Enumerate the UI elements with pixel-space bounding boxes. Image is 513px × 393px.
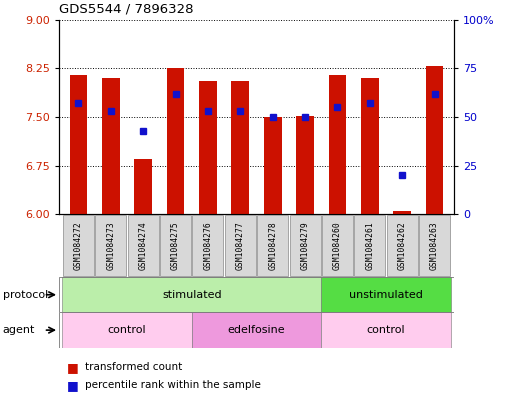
Bar — [128, 215, 159, 276]
Bar — [321, 312, 451, 348]
Text: GSM1084276: GSM1084276 — [204, 221, 212, 270]
Bar — [167, 68, 185, 214]
Bar — [102, 78, 120, 214]
Text: stimulated: stimulated — [162, 290, 222, 300]
Bar — [328, 75, 346, 214]
Text: transformed count: transformed count — [85, 362, 182, 373]
Text: GDS5544 / 7896328: GDS5544 / 7896328 — [59, 3, 193, 16]
Text: GSM1084279: GSM1084279 — [301, 221, 309, 270]
Text: unstimulated: unstimulated — [349, 290, 423, 300]
Bar — [62, 277, 321, 312]
Text: control: control — [367, 325, 405, 335]
Bar — [192, 215, 224, 276]
Text: GSM1084274: GSM1084274 — [139, 221, 148, 270]
Text: GSM1084275: GSM1084275 — [171, 221, 180, 270]
Text: GSM1084263: GSM1084263 — [430, 221, 439, 270]
Bar — [393, 211, 411, 214]
Bar — [321, 277, 451, 312]
Text: protocol: protocol — [3, 290, 48, 300]
Text: ■: ■ — [67, 378, 78, 392]
Text: GSM1084260: GSM1084260 — [333, 221, 342, 270]
Bar — [426, 66, 443, 214]
Text: agent: agent — [3, 325, 35, 335]
Bar — [264, 117, 282, 214]
Bar — [257, 215, 288, 276]
Text: GSM1084272: GSM1084272 — [74, 221, 83, 270]
Bar — [63, 215, 94, 276]
Bar — [322, 215, 353, 276]
Bar — [199, 81, 217, 214]
Text: GSM1084278: GSM1084278 — [268, 221, 277, 270]
Bar — [289, 215, 321, 276]
Text: GSM1084277: GSM1084277 — [236, 221, 245, 270]
Bar — [134, 159, 152, 214]
Bar — [95, 215, 126, 276]
Text: GSM1084261: GSM1084261 — [365, 221, 374, 270]
Text: control: control — [108, 325, 146, 335]
Text: percentile rank within the sample: percentile rank within the sample — [85, 380, 261, 390]
Bar — [225, 215, 256, 276]
Text: edelfosine: edelfosine — [228, 325, 285, 335]
Text: ■: ■ — [67, 361, 78, 374]
Bar — [296, 116, 314, 214]
Bar — [354, 215, 385, 276]
Text: GSM1084273: GSM1084273 — [106, 221, 115, 270]
Bar — [387, 215, 418, 276]
Bar — [231, 81, 249, 214]
Bar — [62, 312, 192, 348]
Bar — [361, 78, 379, 214]
Bar — [419, 215, 450, 276]
Bar — [70, 75, 87, 214]
Bar — [160, 215, 191, 276]
Bar — [192, 312, 321, 348]
Text: GSM1084262: GSM1084262 — [398, 221, 407, 270]
